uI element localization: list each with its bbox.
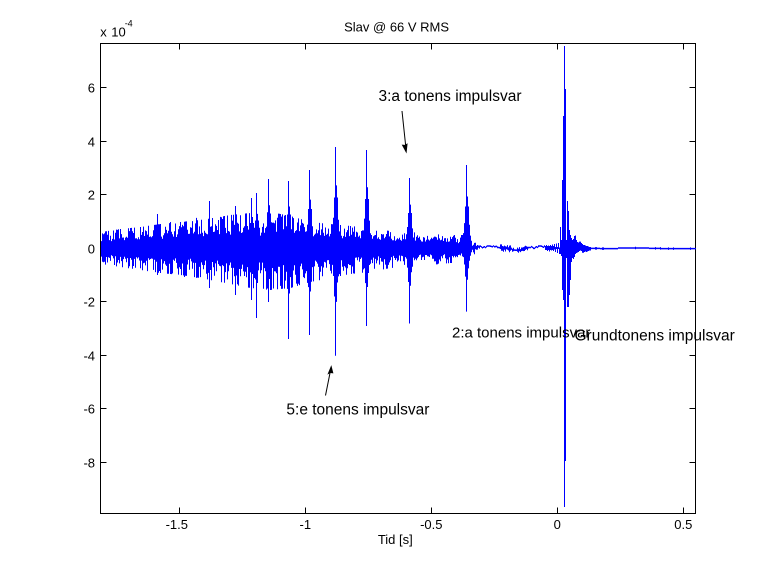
svg-text:-4: -4 [125, 19, 133, 29]
svg-text:-8: -8 [83, 455, 95, 470]
svg-text:0.5: 0.5 [674, 517, 692, 532]
svg-text:Tid [s]: Tid [s] [378, 532, 413, 547]
svg-text:2:a tonens impulsvar: 2:a tonens impulsvar [452, 325, 590, 342]
svg-text:-1: -1 [300, 517, 312, 532]
svg-text:4: 4 [88, 134, 95, 149]
svg-text:x: x [100, 25, 107, 40]
svg-text:5:e tonens impulsvar: 5:e tonens impulsvar [286, 401, 429, 418]
svg-text:-2: -2 [83, 294, 95, 309]
svg-text:-0.5: -0.5 [420, 517, 442, 532]
svg-text:-1.5: -1.5 [166, 517, 188, 532]
svg-text:Slav @ 66 V RMS: Slav @ 66 V RMS [344, 20, 449, 35]
svg-text:-4: -4 [83, 348, 95, 363]
svg-text:Grundtonens impulsvar: Grundtonens impulsvar [575, 328, 735, 345]
svg-text:-6: -6 [83, 401, 95, 416]
svg-text:10: 10 [111, 25, 125, 40]
svg-text:0: 0 [554, 517, 561, 532]
svg-text:3:a tonens impulsvar: 3:a tonens impulsvar [379, 88, 522, 105]
svg-text:0: 0 [88, 241, 95, 256]
svg-text:6: 6 [88, 80, 95, 95]
svg-text:2: 2 [88, 187, 95, 202]
